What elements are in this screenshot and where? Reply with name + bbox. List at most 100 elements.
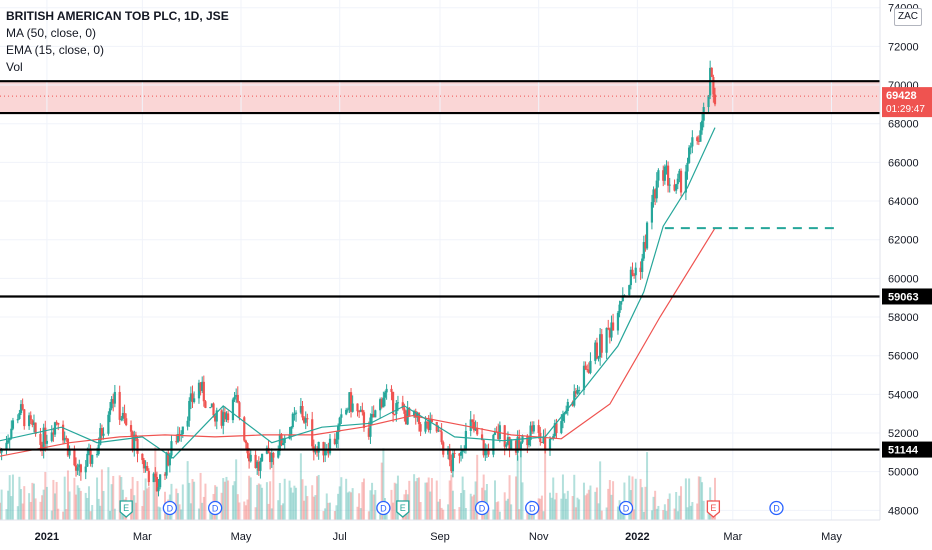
candle-body bbox=[175, 441, 178, 443]
candle-body bbox=[233, 396, 236, 400]
candle-body bbox=[459, 451, 463, 456]
candle-body bbox=[231, 399, 235, 421]
volume-bar bbox=[714, 477, 716, 520]
current-price-tag bbox=[882, 87, 932, 118]
volume-bar bbox=[532, 511, 535, 520]
candle-body bbox=[401, 402, 404, 409]
candle-body bbox=[571, 401, 574, 406]
volume-bar bbox=[453, 509, 456, 520]
volume-bar bbox=[282, 503, 285, 520]
volume-bar bbox=[372, 494, 375, 520]
candle-body bbox=[482, 440, 485, 456]
ma-legend[interactable]: MA (50, close, 0) bbox=[6, 26, 97, 40]
candle-body bbox=[349, 392, 353, 412]
volume-bar bbox=[120, 477, 123, 520]
dividend-marker-circle bbox=[525, 500, 540, 516]
volume-bar bbox=[550, 497, 553, 520]
candle-body bbox=[87, 449, 91, 454]
time-tick-label: Nov bbox=[529, 531, 549, 543]
candle-body bbox=[510, 440, 513, 450]
vol-legend[interactable]: Vol bbox=[6, 60, 23, 74]
volume-bar bbox=[439, 499, 441, 520]
volume-bar bbox=[463, 490, 466, 520]
candle-body bbox=[605, 327, 608, 353]
volume-bar bbox=[691, 502, 694, 520]
volume-bar bbox=[146, 488, 149, 520]
volume-bar bbox=[396, 475, 399, 520]
candle-body bbox=[607, 327, 610, 329]
candle-body bbox=[435, 421, 438, 432]
dividend-marker-label: D bbox=[380, 504, 387, 514]
volume-bar bbox=[503, 492, 506, 520]
time-tick-label: 2021 bbox=[35, 531, 59, 543]
volume-bar bbox=[644, 486, 647, 520]
candle-body bbox=[700, 120, 704, 131]
volume-bar bbox=[7, 490, 10, 520]
candle-body bbox=[235, 394, 238, 397]
volume-bar bbox=[280, 505, 283, 520]
candle-body bbox=[336, 425, 340, 440]
candle-body bbox=[688, 147, 691, 163]
volume-bar bbox=[655, 508, 658, 520]
volume-bar bbox=[52, 479, 55, 520]
volume-bar bbox=[586, 493, 589, 520]
candle-body bbox=[314, 449, 317, 453]
candle-body bbox=[89, 449, 92, 464]
candle-body bbox=[324, 450, 327, 456]
candle-body bbox=[526, 436, 529, 446]
volume-bar bbox=[607, 488, 610, 520]
candle-body bbox=[18, 412, 21, 420]
volume-bar bbox=[96, 477, 99, 520]
candle-body bbox=[121, 412, 125, 419]
price-tick-label: 50000 bbox=[888, 467, 919, 479]
currency-badge[interactable]: ZAC bbox=[894, 8, 922, 26]
ema-legend[interactable]: EMA (15, close, 0) bbox=[6, 43, 105, 57]
candle-body bbox=[442, 442, 445, 455]
candle-body bbox=[497, 431, 500, 439]
candle-body bbox=[587, 370, 590, 373]
volume-bar bbox=[223, 481, 226, 520]
volume-bar bbox=[136, 481, 139, 520]
level-price-tag bbox=[882, 288, 932, 305]
volume-bar bbox=[235, 459, 238, 520]
candle-body bbox=[403, 408, 406, 414]
candle-body bbox=[618, 304, 621, 313]
dividend-marker-label: D bbox=[623, 504, 630, 514]
volume-bar bbox=[113, 508, 116, 520]
volume-bar bbox=[20, 489, 23, 520]
volume-bar bbox=[702, 500, 705, 520]
candle-body bbox=[315, 449, 319, 453]
candle-body bbox=[29, 415, 32, 421]
volume-bar bbox=[340, 477, 343, 520]
candle-body bbox=[351, 403, 354, 412]
candle-body bbox=[146, 465, 149, 471]
candle-body bbox=[125, 418, 128, 426]
candle-body bbox=[180, 434, 183, 436]
volume-bar bbox=[605, 507, 608, 520]
volume-bar bbox=[633, 509, 636, 520]
candle-body bbox=[154, 473, 157, 477]
candle-body bbox=[299, 406, 302, 413]
volume-bar bbox=[498, 511, 501, 520]
candle-body bbox=[61, 424, 65, 441]
volume-bar bbox=[348, 491, 351, 520]
volume-bar bbox=[474, 481, 477, 520]
volume-bar bbox=[199, 472, 202, 520]
symbol-title[interactable]: BRITISH AMERICAN TOB PLC, 1D, JSE bbox=[6, 9, 229, 23]
candle-body bbox=[294, 412, 298, 414]
volume-bar bbox=[442, 509, 445, 520]
candle-body bbox=[419, 424, 422, 432]
candle-body bbox=[487, 449, 490, 455]
candle-body bbox=[553, 423, 556, 437]
volume-bar bbox=[437, 501, 440, 520]
volume-bar bbox=[553, 499, 556, 520]
volume-bar bbox=[654, 490, 657, 520]
volume-bar bbox=[91, 505, 94, 520]
candle-body bbox=[95, 454, 99, 456]
candle-body bbox=[542, 436, 545, 443]
volume-bar bbox=[42, 489, 45, 520]
volume-bar bbox=[374, 490, 377, 520]
candle-body bbox=[424, 421, 427, 432]
volume-bar bbox=[608, 480, 611, 520]
